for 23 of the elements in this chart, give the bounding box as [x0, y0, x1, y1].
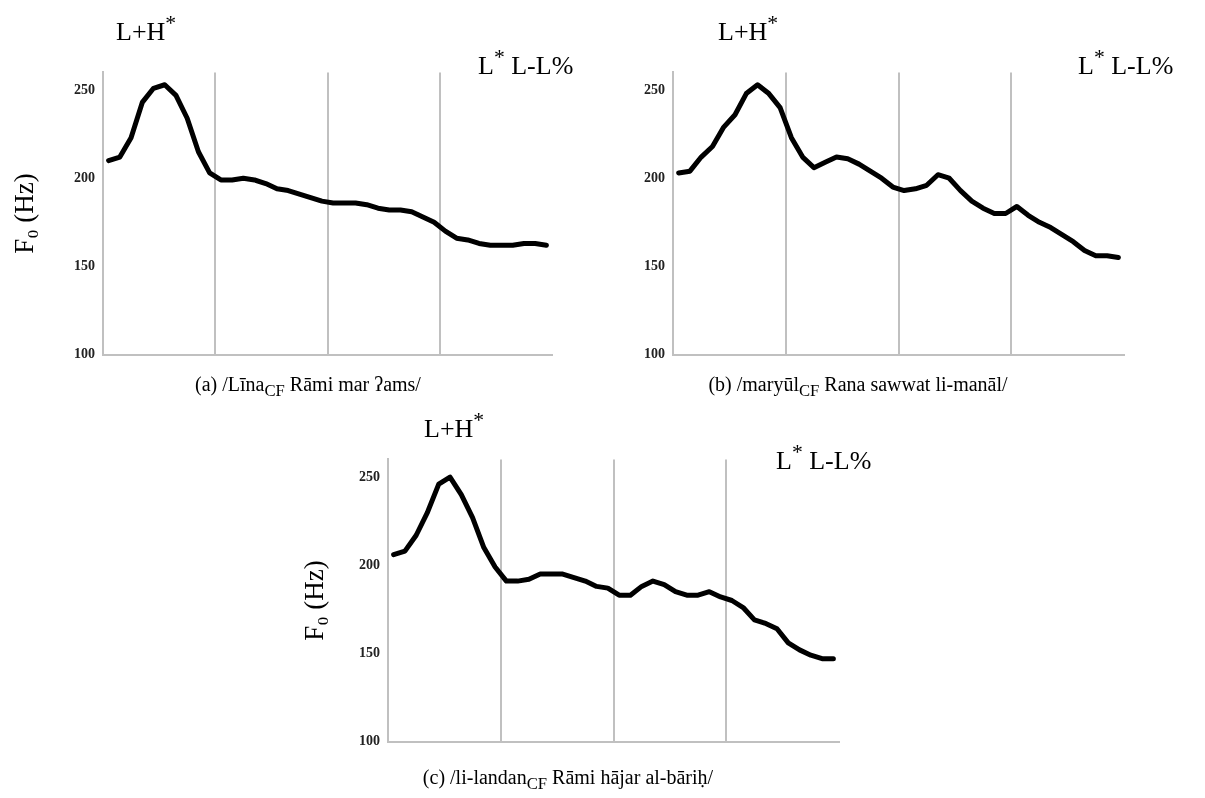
y-axis-title: F₀ (Hz): [299, 560, 330, 641]
annotation: L$^{*}$ L-L%: [1078, 44, 1174, 81]
y-tick-label: 150: [644, 258, 665, 274]
y-tick-label: 250: [644, 81, 665, 97]
y-tick-label: 150: [359, 645, 380, 661]
y-tick-label: 200: [644, 169, 665, 185]
y-tick-label: 200: [74, 169, 95, 185]
text: L+H$^{*}$: [424, 407, 485, 444]
text: (b) /maryūl$_{CF}$ Rana sawwat li-manāl/: [708, 372, 1008, 401]
y-tick-label: 150: [74, 258, 95, 274]
y-tick-label: 100: [644, 346, 665, 362]
y-tick-label: 100: [359, 733, 380, 749]
y-tick-label: 100: [74, 346, 95, 362]
text: L+H$^{*}$: [116, 10, 177, 47]
text: (a) /Līna$_{CF}$ Rāmi mar ʔams/: [195, 372, 421, 401]
y-tick-label: 200: [359, 556, 380, 572]
annotation: L$^{*}$ L-L%: [478, 44, 574, 81]
text: (c) /li-landan$_{CF}$ Rāmi hājar al-bāriḥ/: [422, 765, 714, 792]
y-axis-title: F₀ (Hz): [9, 173, 40, 254]
y-tick-label: 250: [359, 468, 380, 484]
y-tick-label: 250: [74, 81, 95, 97]
annotation: L$^{*}$ L-L%: [776, 439, 872, 476]
text: L+H$^{*}$: [718, 10, 779, 47]
